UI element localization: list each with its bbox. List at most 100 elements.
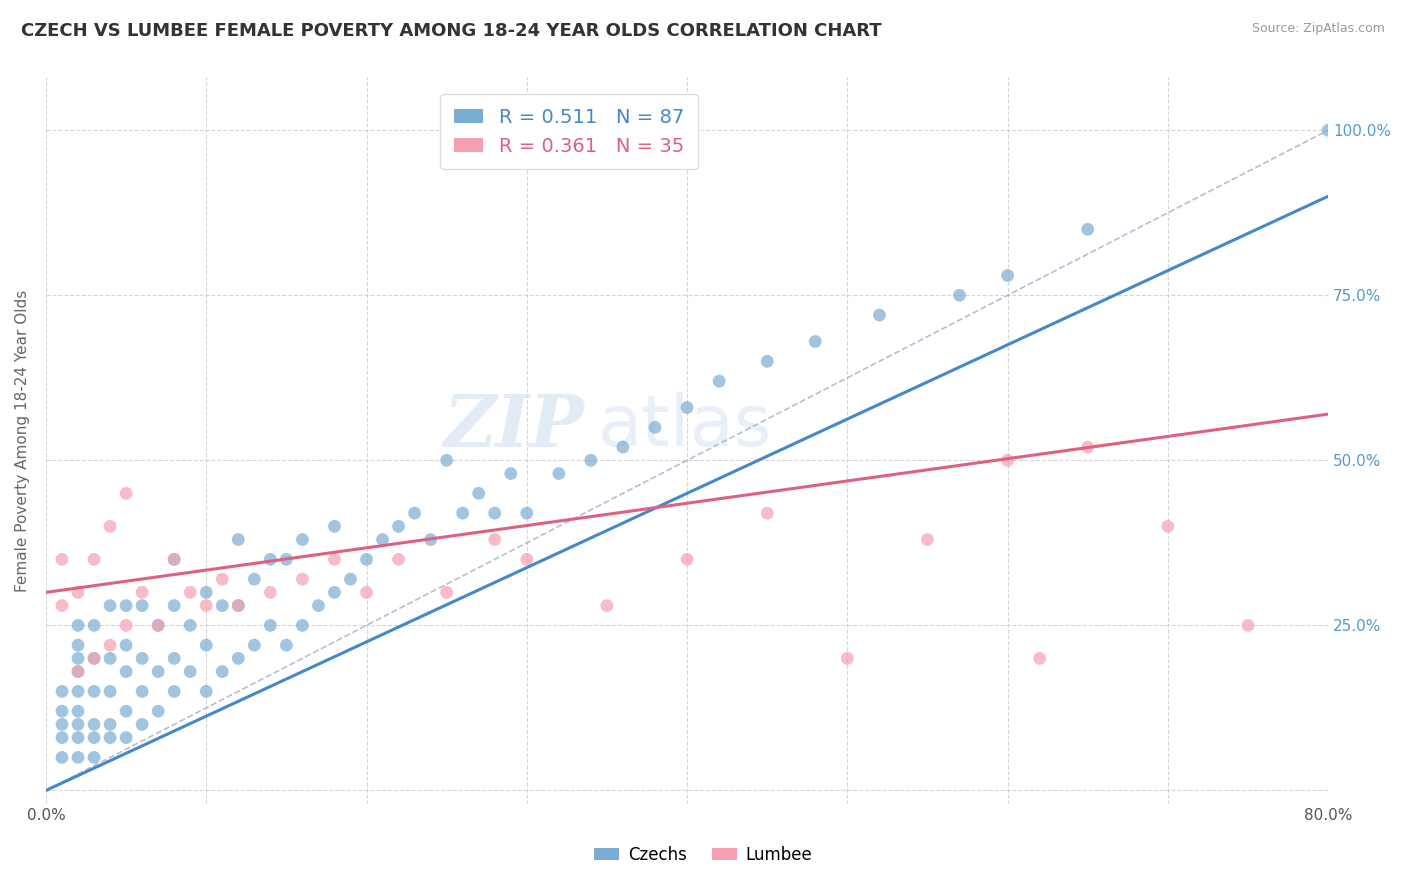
Point — [66, 750, 89, 764]
Point — [276, 552, 298, 566]
Point — [243, 638, 266, 652]
Point — [131, 684, 153, 698]
Point — [323, 585, 346, 599]
Text: ZIP: ZIP — [444, 391, 585, 461]
Point — [115, 486, 138, 500]
Point — [98, 731, 121, 745]
Point — [179, 618, 201, 632]
Point — [612, 440, 634, 454]
Point — [226, 651, 249, 665]
Point — [163, 684, 186, 698]
Point — [83, 651, 105, 665]
Point — [66, 684, 89, 698]
Point — [404, 506, 426, 520]
Point — [676, 552, 699, 566]
Point — [1077, 222, 1099, 236]
Legend: Czechs, Lumbee: Czechs, Lumbee — [588, 839, 818, 871]
Point — [917, 533, 939, 547]
Point — [259, 585, 281, 599]
Legend: R = 0.511   N = 87, R = 0.361   N = 35: R = 0.511 N = 87, R = 0.361 N = 35 — [440, 95, 697, 169]
Point — [1077, 440, 1099, 454]
Point — [131, 599, 153, 613]
Point — [211, 599, 233, 613]
Point — [131, 651, 153, 665]
Point — [371, 533, 394, 547]
Point — [516, 552, 538, 566]
Point — [98, 684, 121, 698]
Point — [51, 704, 73, 718]
Point — [707, 374, 730, 388]
Point — [83, 684, 105, 698]
Point — [83, 618, 105, 632]
Point — [66, 651, 89, 665]
Point — [356, 585, 378, 599]
Point — [579, 453, 602, 467]
Point — [226, 599, 249, 613]
Point — [291, 572, 314, 586]
Point — [66, 704, 89, 718]
Point — [547, 467, 569, 481]
Point — [51, 717, 73, 731]
Point — [98, 638, 121, 652]
Point — [644, 420, 666, 434]
Point — [179, 585, 201, 599]
Point — [66, 731, 89, 745]
Point — [83, 552, 105, 566]
Point — [115, 638, 138, 652]
Point — [516, 506, 538, 520]
Point — [146, 665, 169, 679]
Point — [804, 334, 827, 349]
Point — [948, 288, 970, 302]
Point — [195, 585, 218, 599]
Point — [51, 684, 73, 698]
Point — [83, 750, 105, 764]
Point — [115, 599, 138, 613]
Point — [339, 572, 361, 586]
Point — [676, 401, 699, 415]
Point — [226, 533, 249, 547]
Point — [51, 599, 73, 613]
Point — [756, 506, 779, 520]
Point — [323, 552, 346, 566]
Point — [1237, 618, 1260, 632]
Point — [195, 684, 218, 698]
Point — [179, 665, 201, 679]
Point — [259, 552, 281, 566]
Point — [98, 519, 121, 533]
Point — [66, 665, 89, 679]
Point — [259, 618, 281, 632]
Text: Source: ZipAtlas.com: Source: ZipAtlas.com — [1251, 22, 1385, 36]
Point — [83, 731, 105, 745]
Point — [98, 599, 121, 613]
Point — [195, 638, 218, 652]
Point — [146, 618, 169, 632]
Point — [756, 354, 779, 368]
Point — [115, 731, 138, 745]
Point — [436, 453, 458, 467]
Point — [291, 618, 314, 632]
Point — [163, 651, 186, 665]
Y-axis label: Female Poverty Among 18-24 Year Olds: Female Poverty Among 18-24 Year Olds — [15, 289, 30, 591]
Point — [66, 585, 89, 599]
Point — [356, 552, 378, 566]
Point — [98, 651, 121, 665]
Point — [146, 618, 169, 632]
Point — [484, 533, 506, 547]
Point — [467, 486, 489, 500]
Point — [837, 651, 859, 665]
Point — [499, 467, 522, 481]
Point — [243, 572, 266, 586]
Point — [66, 717, 89, 731]
Point — [1157, 519, 1180, 533]
Point — [98, 717, 121, 731]
Point — [226, 599, 249, 613]
Point — [115, 704, 138, 718]
Point — [419, 533, 441, 547]
Point — [51, 731, 73, 745]
Point — [163, 552, 186, 566]
Point — [276, 638, 298, 652]
Point — [131, 717, 153, 731]
Point — [997, 268, 1019, 283]
Point — [387, 552, 409, 566]
Point — [291, 533, 314, 547]
